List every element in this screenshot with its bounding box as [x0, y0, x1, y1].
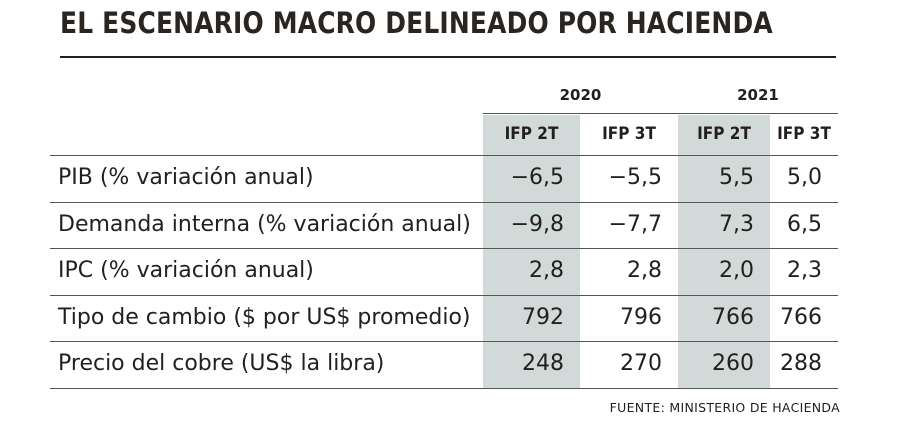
year-header: 2021	[737, 86, 779, 104]
shaded-column	[678, 115, 770, 388]
column-header: IFP 2T	[697, 124, 751, 144]
cell-value: 2,8	[627, 258, 662, 284]
cell-value: 6,5	[787, 211, 822, 237]
column-header: IFP 2T	[504, 124, 559, 144]
year-header: 2020	[559, 86, 602, 104]
cell-value: 288	[780, 351, 822, 377]
cell-value: 270	[620, 351, 662, 377]
cell-value: −6,5	[510, 165, 564, 190]
cell-value: 2,0	[719, 258, 754, 284]
row-rule	[50, 294, 838, 296]
title-rule	[60, 56, 836, 58]
row-rule	[50, 341, 838, 343]
column-header: IFP 3T	[777, 124, 831, 144]
cell-value: 7,3	[719, 211, 754, 237]
cell-value: −7,7	[608, 211, 662, 237]
cell-value: 766	[780, 304, 822, 330]
row-rule	[50, 201, 838, 203]
row-label: PIB (% variación anual)	[58, 165, 314, 190]
title: EL ESCENARIO MACRO DELINEADO POR HACIEND…	[60, 6, 773, 40]
row-label: Precio del cobre (US$ la libra)	[58, 351, 385, 377]
column-header: IFP 3T	[602, 124, 656, 144]
row-rule	[50, 248, 838, 250]
shaded-column	[483, 115, 580, 388]
cell-value: 5,5	[719, 165, 754, 190]
row-rule	[50, 388, 838, 389]
cell-value: 2,8	[529, 258, 564, 284]
row-label: Tipo de cambio ($ por US$ promedio)	[58, 304, 471, 330]
source: FUENTE: MINISTERIO DE HACIENDA	[609, 400, 840, 415]
cell-value: 792	[522, 304, 564, 330]
row-label: Demanda interna (% variación anual)	[58, 211, 471, 237]
cell-value: 766	[712, 304, 754, 330]
cell-value: −5,5	[608, 165, 662, 190]
cell-value: 5,0	[787, 165, 822, 190]
cell-value: −9,8	[510, 211, 564, 237]
year-rule	[483, 113, 838, 114]
row-label: IPC (% variación anual)	[58, 258, 314, 284]
row-rule	[50, 155, 838, 156]
cell-value: 248	[522, 351, 564, 377]
cell-value: 2,3	[787, 258, 822, 284]
cell-value: 796	[620, 304, 662, 330]
cell-value: 260	[712, 351, 754, 377]
